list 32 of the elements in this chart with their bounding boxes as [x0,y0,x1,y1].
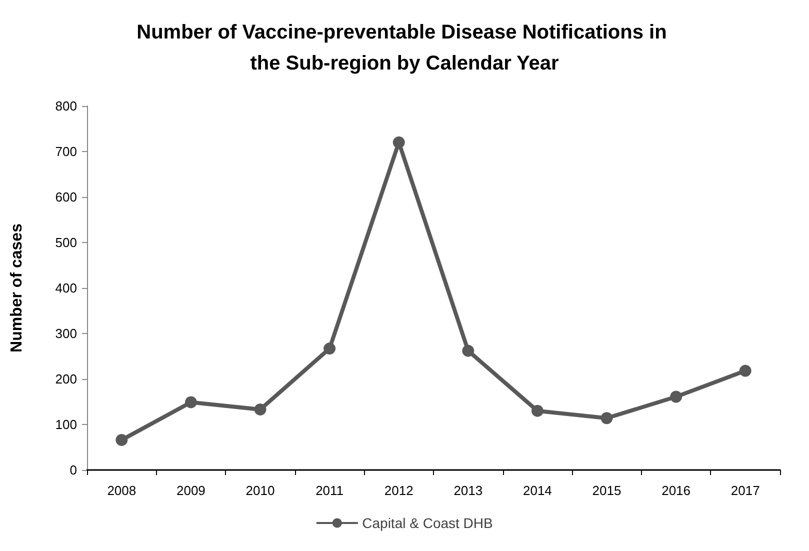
y-axis-title: Number of cases [8,223,26,352]
x-tick-label: 2014 [522,483,552,498]
point [739,364,752,377]
point [670,390,682,403]
point [184,396,197,408]
x-tick-label: 2008 [107,483,136,498]
point [116,434,128,446]
x-tick-label: 2012 [384,483,414,498]
x-tick-label: 2017 [730,483,760,498]
x-tick-label: 2013 [454,483,483,498]
point [462,344,474,357]
point [531,404,544,417]
x-tick-label: 2009 [176,483,206,498]
x-tick-label: 2016 [662,483,691,498]
point [324,342,336,355]
y-tick-label: 200 [55,372,77,386]
y-tick-label: 300 [55,326,77,341]
y-tick-label: 700 [55,144,77,159]
y-tick-label: 500 [55,235,77,250]
x-tick-label: 2011 [316,483,344,498]
y-tick-label: 600 [55,190,77,204]
chart-title: Number of Vaccine-preventable Disease Notifications in the Sub-region by Calendar Year [136,22,672,74]
point [392,136,405,148]
point [600,412,613,424]
x-tick-label: 2010 [246,483,275,498]
legend-label: Capital & Coast DHB [362,515,493,531]
x-tick-label: 2015 [592,483,622,498]
y-tick-label: 100 [55,417,77,432]
y-tick-label: 400 [55,280,77,296]
y-tick-label: 0 [70,462,77,478]
y-tick-label: 800 [55,98,77,114]
point [254,403,266,416]
